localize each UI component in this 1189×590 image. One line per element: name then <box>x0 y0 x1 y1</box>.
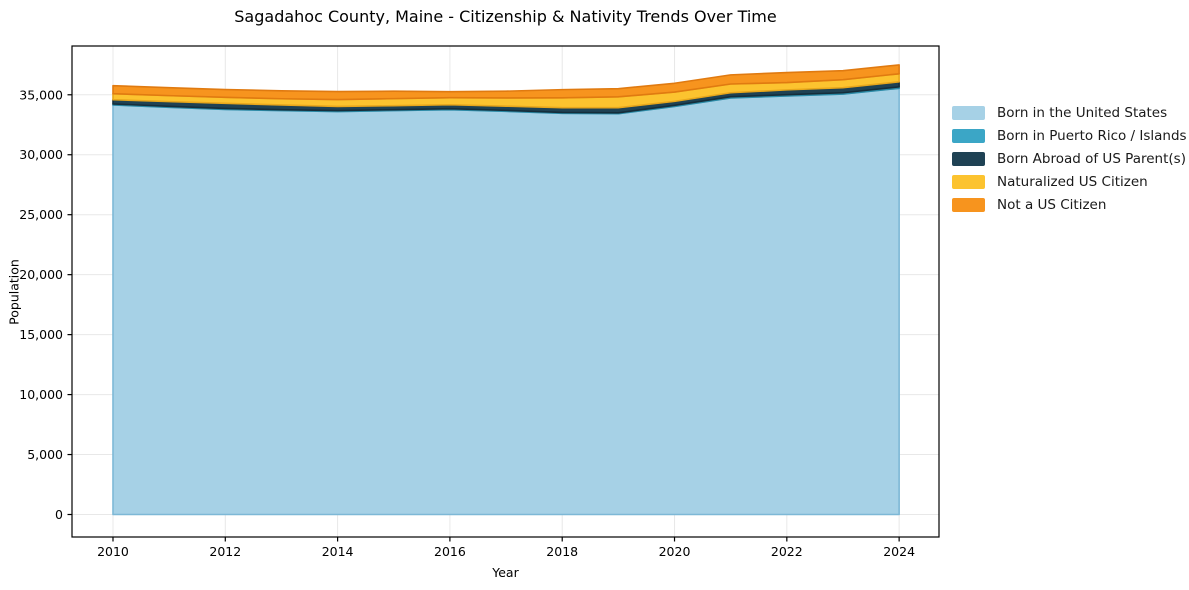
legend-item-born-abroad-of-us-parent-s: Born Abroad of US Parent(s) <box>952 152 1187 166</box>
legend-swatch-icon <box>952 106 985 120</box>
x-tick-label: 2024 <box>883 544 915 559</box>
area-not-a-us-citizen <box>112 64 900 101</box>
legend-item-label: Not a US Citizen <box>997 197 1107 213</box>
y-tick-label: 5,000 <box>27 447 63 462</box>
chart-title: Sagadahoc County, Maine - Citizenship & … <box>234 7 777 26</box>
y-tick-label: 25,000 <box>19 207 63 222</box>
y-tick-label: 35,000 <box>19 87 63 102</box>
x-axis-label: Year <box>492 565 519 580</box>
y-axis-label: Population <box>6 259 22 325</box>
y-tick-label: 15,000 <box>19 327 63 342</box>
plot-border <box>71 45 940 538</box>
legend-swatch-icon <box>952 175 985 189</box>
legend-item-label: Born in the United States <box>997 105 1168 121</box>
legend-item-born-in-puerto-rico-islands: Born in Puerto Rico / Islands <box>952 129 1187 143</box>
legend-item-label: Naturalized US Citizen <box>997 174 1148 190</box>
y-tick-label: 0 <box>55 507 63 522</box>
x-tick-label: 2016 <box>434 544 466 559</box>
x-tick-label: 2022 <box>771 544 803 559</box>
legend-swatch-icon <box>952 129 985 143</box>
legend-item-naturalized-us-citizen: Naturalized US Citizen <box>952 175 1187 189</box>
area-born-in-the-united-states <box>112 87 900 516</box>
legend-item-not-a-us-citizen: Not a US Citizen <box>952 198 1187 212</box>
x-tick-label: 2018 <box>546 544 578 559</box>
legend-item-label: Born Abroad of US Parent(s) <box>997 151 1186 167</box>
x-tick-label: 2020 <box>659 544 691 559</box>
y-tick-label: 30,000 <box>19 147 63 162</box>
x-tick-label: 2012 <box>209 544 241 559</box>
legend-swatch-icon <box>952 198 985 212</box>
x-tick-label: 2014 <box>322 544 354 559</box>
x-tick-label: 2010 <box>97 544 129 559</box>
legend-item-label: Born in Puerto Rico / Islands <box>997 128 1187 144</box>
y-tick-label: 10,000 <box>19 387 63 402</box>
legend-item-born-in-the-united-states: Born in the United States <box>952 106 1187 120</box>
y-tick-label: 20,000 <box>19 267 63 282</box>
legend: Born in the United States Born in Puerto … <box>952 106 1187 221</box>
legend-swatch-icon <box>952 152 985 166</box>
